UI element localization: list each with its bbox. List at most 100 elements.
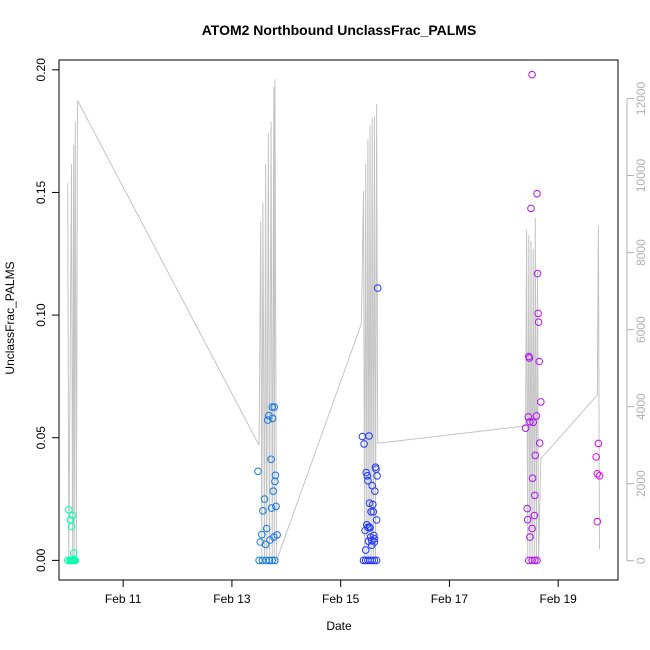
data-point: [269, 487, 278, 496]
data-point: [533, 269, 542, 278]
data-point: [528, 70, 536, 79]
data-point: [531, 491, 539, 500]
chart-title: ATOM2 Northbound UnclassFrac_PALMS: [202, 22, 477, 38]
data-point: [593, 470, 602, 478]
data-point: [273, 531, 281, 539]
data-point: [528, 474, 537, 483]
data-point: [521, 424, 530, 433]
plot-frame: [58, 59, 619, 581]
data-point: [372, 516, 381, 524]
data-point: [534, 309, 542, 318]
data-point: [268, 414, 277, 423]
right-y-tick-label: 4000: [634, 393, 648, 420]
data-point: [373, 472, 381, 480]
x-tick-label: Feb 17: [431, 592, 469, 606]
data-point: [259, 507, 267, 515]
data-point: [365, 499, 374, 508]
data-point: [267, 504, 276, 512]
data-point: [526, 533, 534, 541]
data-point: [537, 398, 545, 406]
data-point: [369, 508, 378, 516]
data-point: [260, 495, 269, 503]
right-y-tick-label: 2000: [634, 470, 648, 497]
data-point: [370, 556, 379, 565]
data-point: [523, 504, 532, 513]
y-axis-label: UnclassFrac_PALMS: [3, 261, 17, 374]
data-point: [525, 556, 533, 565]
data-point: [267, 455, 275, 464]
y-axis: 0.00 0.05 0.10 0.15 0.20: [34, 58, 59, 572]
data-point: [525, 354, 534, 362]
data-point: [254, 467, 262, 476]
data-point: [67, 522, 76, 531]
right-y-tick-label: 8000: [634, 239, 648, 266]
y-tick-label: 0.20: [34, 58, 48, 82]
y-tick-label: 0.10: [34, 303, 48, 327]
data-point: [362, 468, 371, 477]
data-point: [363, 472, 372, 480]
data-point: [534, 318, 543, 327]
data-point: [594, 439, 603, 448]
data-point: [533, 556, 541, 565]
data-point: [533, 189, 541, 198]
right-y-tick-label: 0: [634, 557, 648, 564]
right-y-tick-label: 12000: [634, 82, 648, 116]
data-point: [535, 439, 544, 447]
data-point: [367, 508, 375, 516]
data-point: [262, 556, 271, 565]
data-point: [261, 540, 270, 549]
y-tick-label: 0.00: [34, 548, 48, 572]
data-point: [526, 418, 534, 426]
y-tick-label: 0.15: [34, 180, 48, 204]
data-point: [368, 556, 377, 565]
data-point: [268, 556, 277, 565]
data-point: [365, 523, 374, 531]
data-point: [527, 204, 535, 213]
data-point: [528, 556, 536, 565]
data-point: [71, 556, 80, 565]
data-point: [372, 556, 381, 565]
data-point: [271, 556, 279, 565]
data-point: [265, 411, 273, 420]
x-axis: Feb 11 Feb 13 Feb 15 Feb 17 Feb 19: [105, 580, 577, 606]
right-y-tick-label: 10000: [634, 159, 648, 193]
data-point: [272, 502, 280, 511]
data-point: [271, 471, 280, 480]
data-point: [592, 453, 601, 461]
data-point: [524, 413, 533, 421]
data-point: [535, 357, 544, 366]
data-point: [523, 515, 532, 524]
data-point: [264, 416, 272, 424]
x-axis-label: Date: [326, 619, 352, 633]
data-point: [528, 524, 536, 533]
data-point: [365, 432, 373, 440]
data-point: [265, 556, 274, 565]
data-point: [65, 506, 73, 514]
data-point: [593, 517, 602, 526]
data-point: [371, 487, 379, 496]
data-point: [364, 476, 372, 485]
right-y-axis: 0 2000 4000 6000 8000 10000 12000: [626, 82, 648, 564]
x-tick-label: Feb 13: [213, 592, 251, 606]
y-tick-label: 0.05: [34, 426, 48, 450]
altitude-line-layer: [67, 79, 600, 561]
data-point: [595, 472, 604, 480]
data-point: [531, 556, 539, 565]
data-point: [255, 556, 263, 565]
x-tick-label: Feb 19: [540, 592, 578, 606]
data-point: [530, 511, 539, 520]
right-y-tick-label: 6000: [634, 316, 648, 343]
data-point: [531, 451, 540, 460]
data-point: [529, 418, 538, 427]
altitude-line: [67, 79, 600, 561]
data-point: [268, 403, 277, 411]
data-point: [361, 546, 370, 554]
data-point: [68, 511, 77, 520]
data-point: [370, 535, 379, 543]
x-tick-label: Feb 15: [322, 592, 360, 606]
data-point: [367, 541, 376, 550]
data-point: [369, 500, 377, 509]
data-point: [532, 412, 541, 420]
x-tick-label: Feb 11: [105, 592, 142, 606]
